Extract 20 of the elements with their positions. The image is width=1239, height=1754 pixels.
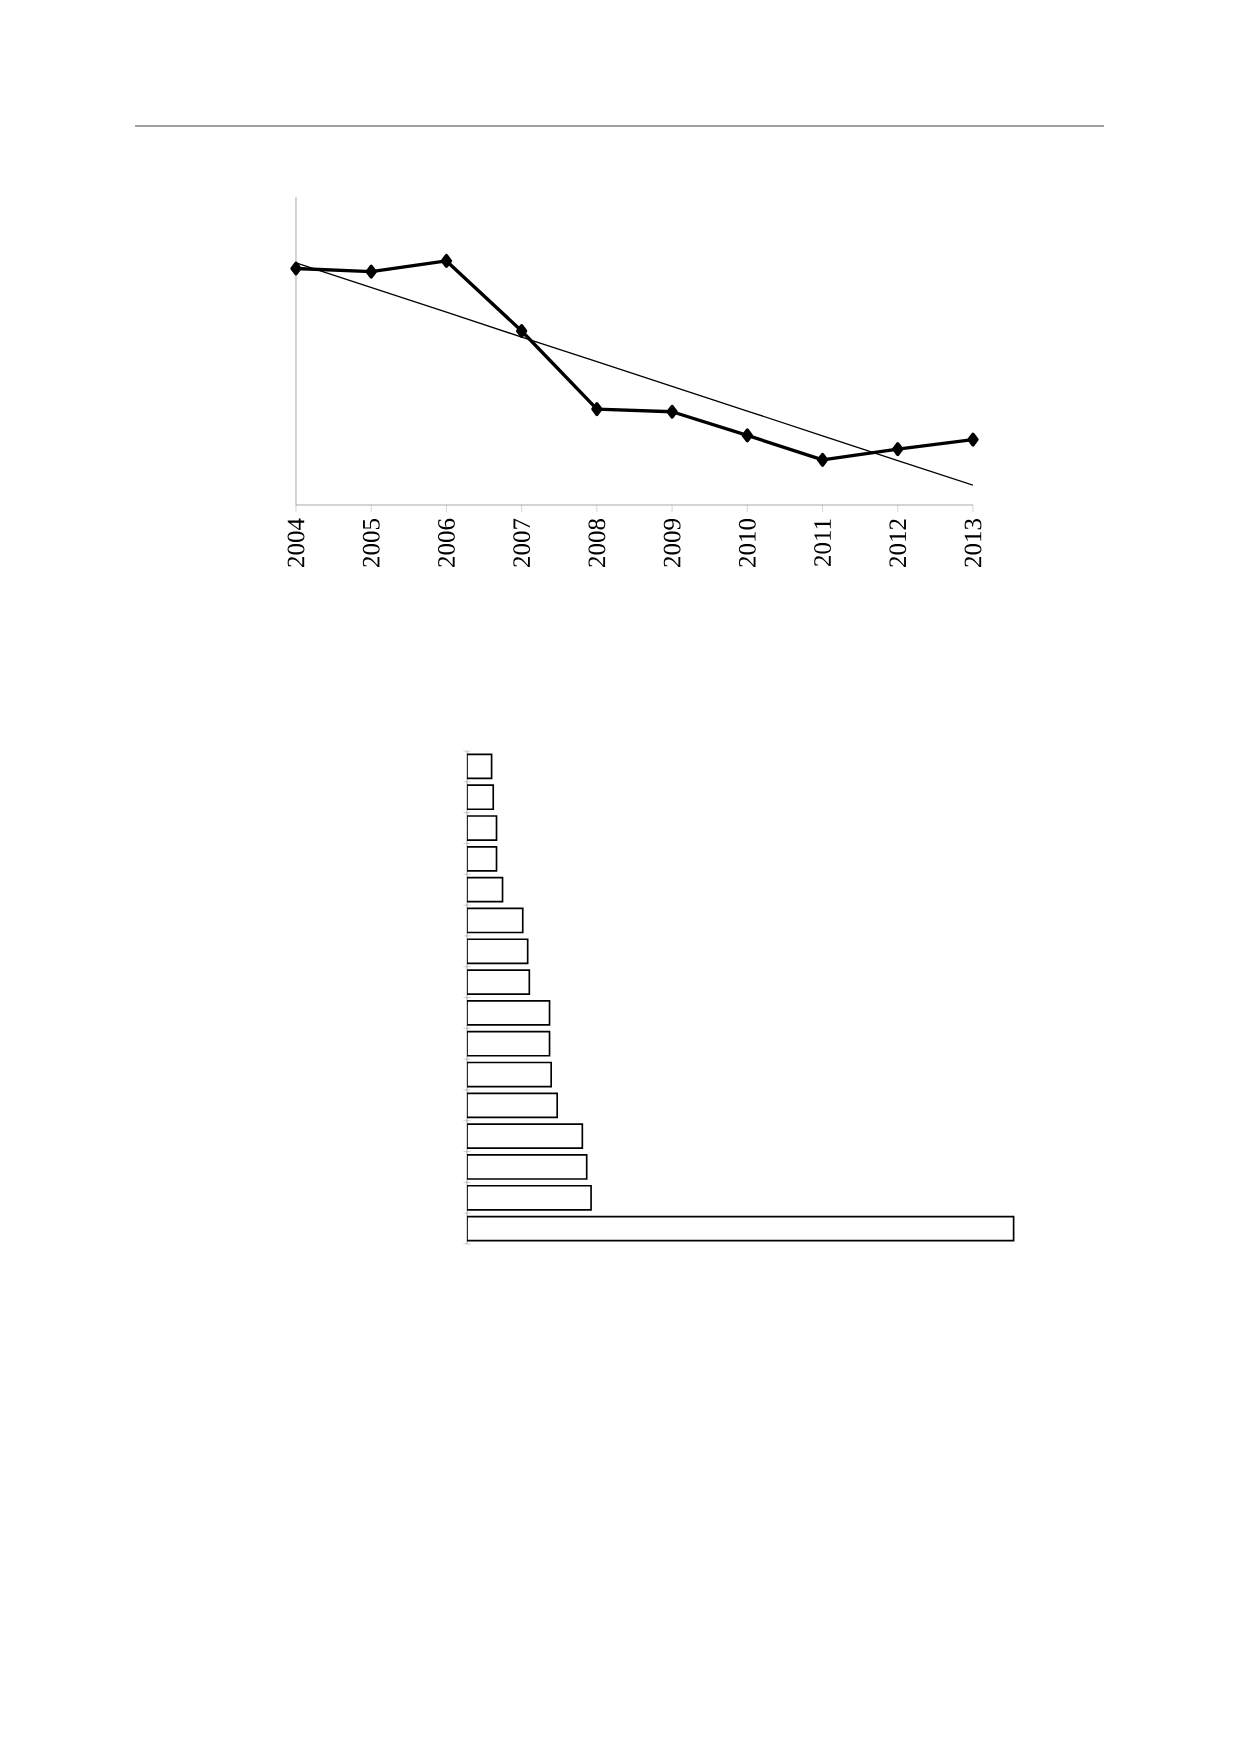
point (666, 404, 678, 419)
x-tick-label: 2006 (438, 518, 455, 567)
x-tick-label: 2007 (513, 518, 531, 567)
x-tick-label: 2005 (362, 518, 380, 567)
point (591, 402, 603, 417)
x-tick-label: 2011 (814, 519, 831, 566)
point (816, 452, 829, 467)
x-tick-label: 2009 (663, 519, 681, 567)
x-tick-label: 2008 (588, 518, 606, 567)
point (440, 253, 453, 268)
x-tick-label: 2004 (287, 518, 305, 567)
point (741, 428, 753, 443)
point (892, 442, 904, 457)
x-tick-label: 2010 (738, 518, 756, 567)
point (365, 264, 377, 279)
x-tick-label: 2012 (889, 519, 907, 567)
point (290, 261, 302, 276)
x-tick-label: 2013 (964, 518, 982, 567)
point (967, 432, 979, 447)
point (516, 323, 528, 338)
